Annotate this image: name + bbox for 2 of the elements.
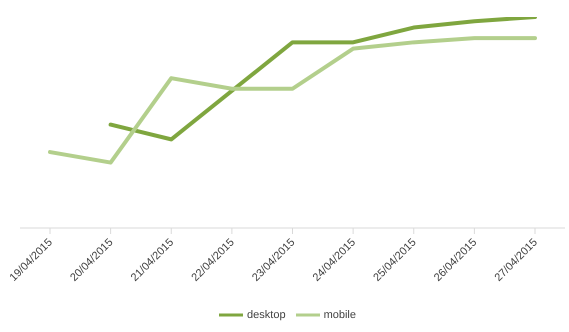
legend-label: desktop xyxy=(247,308,286,321)
legend-label: mobile xyxy=(324,308,356,321)
